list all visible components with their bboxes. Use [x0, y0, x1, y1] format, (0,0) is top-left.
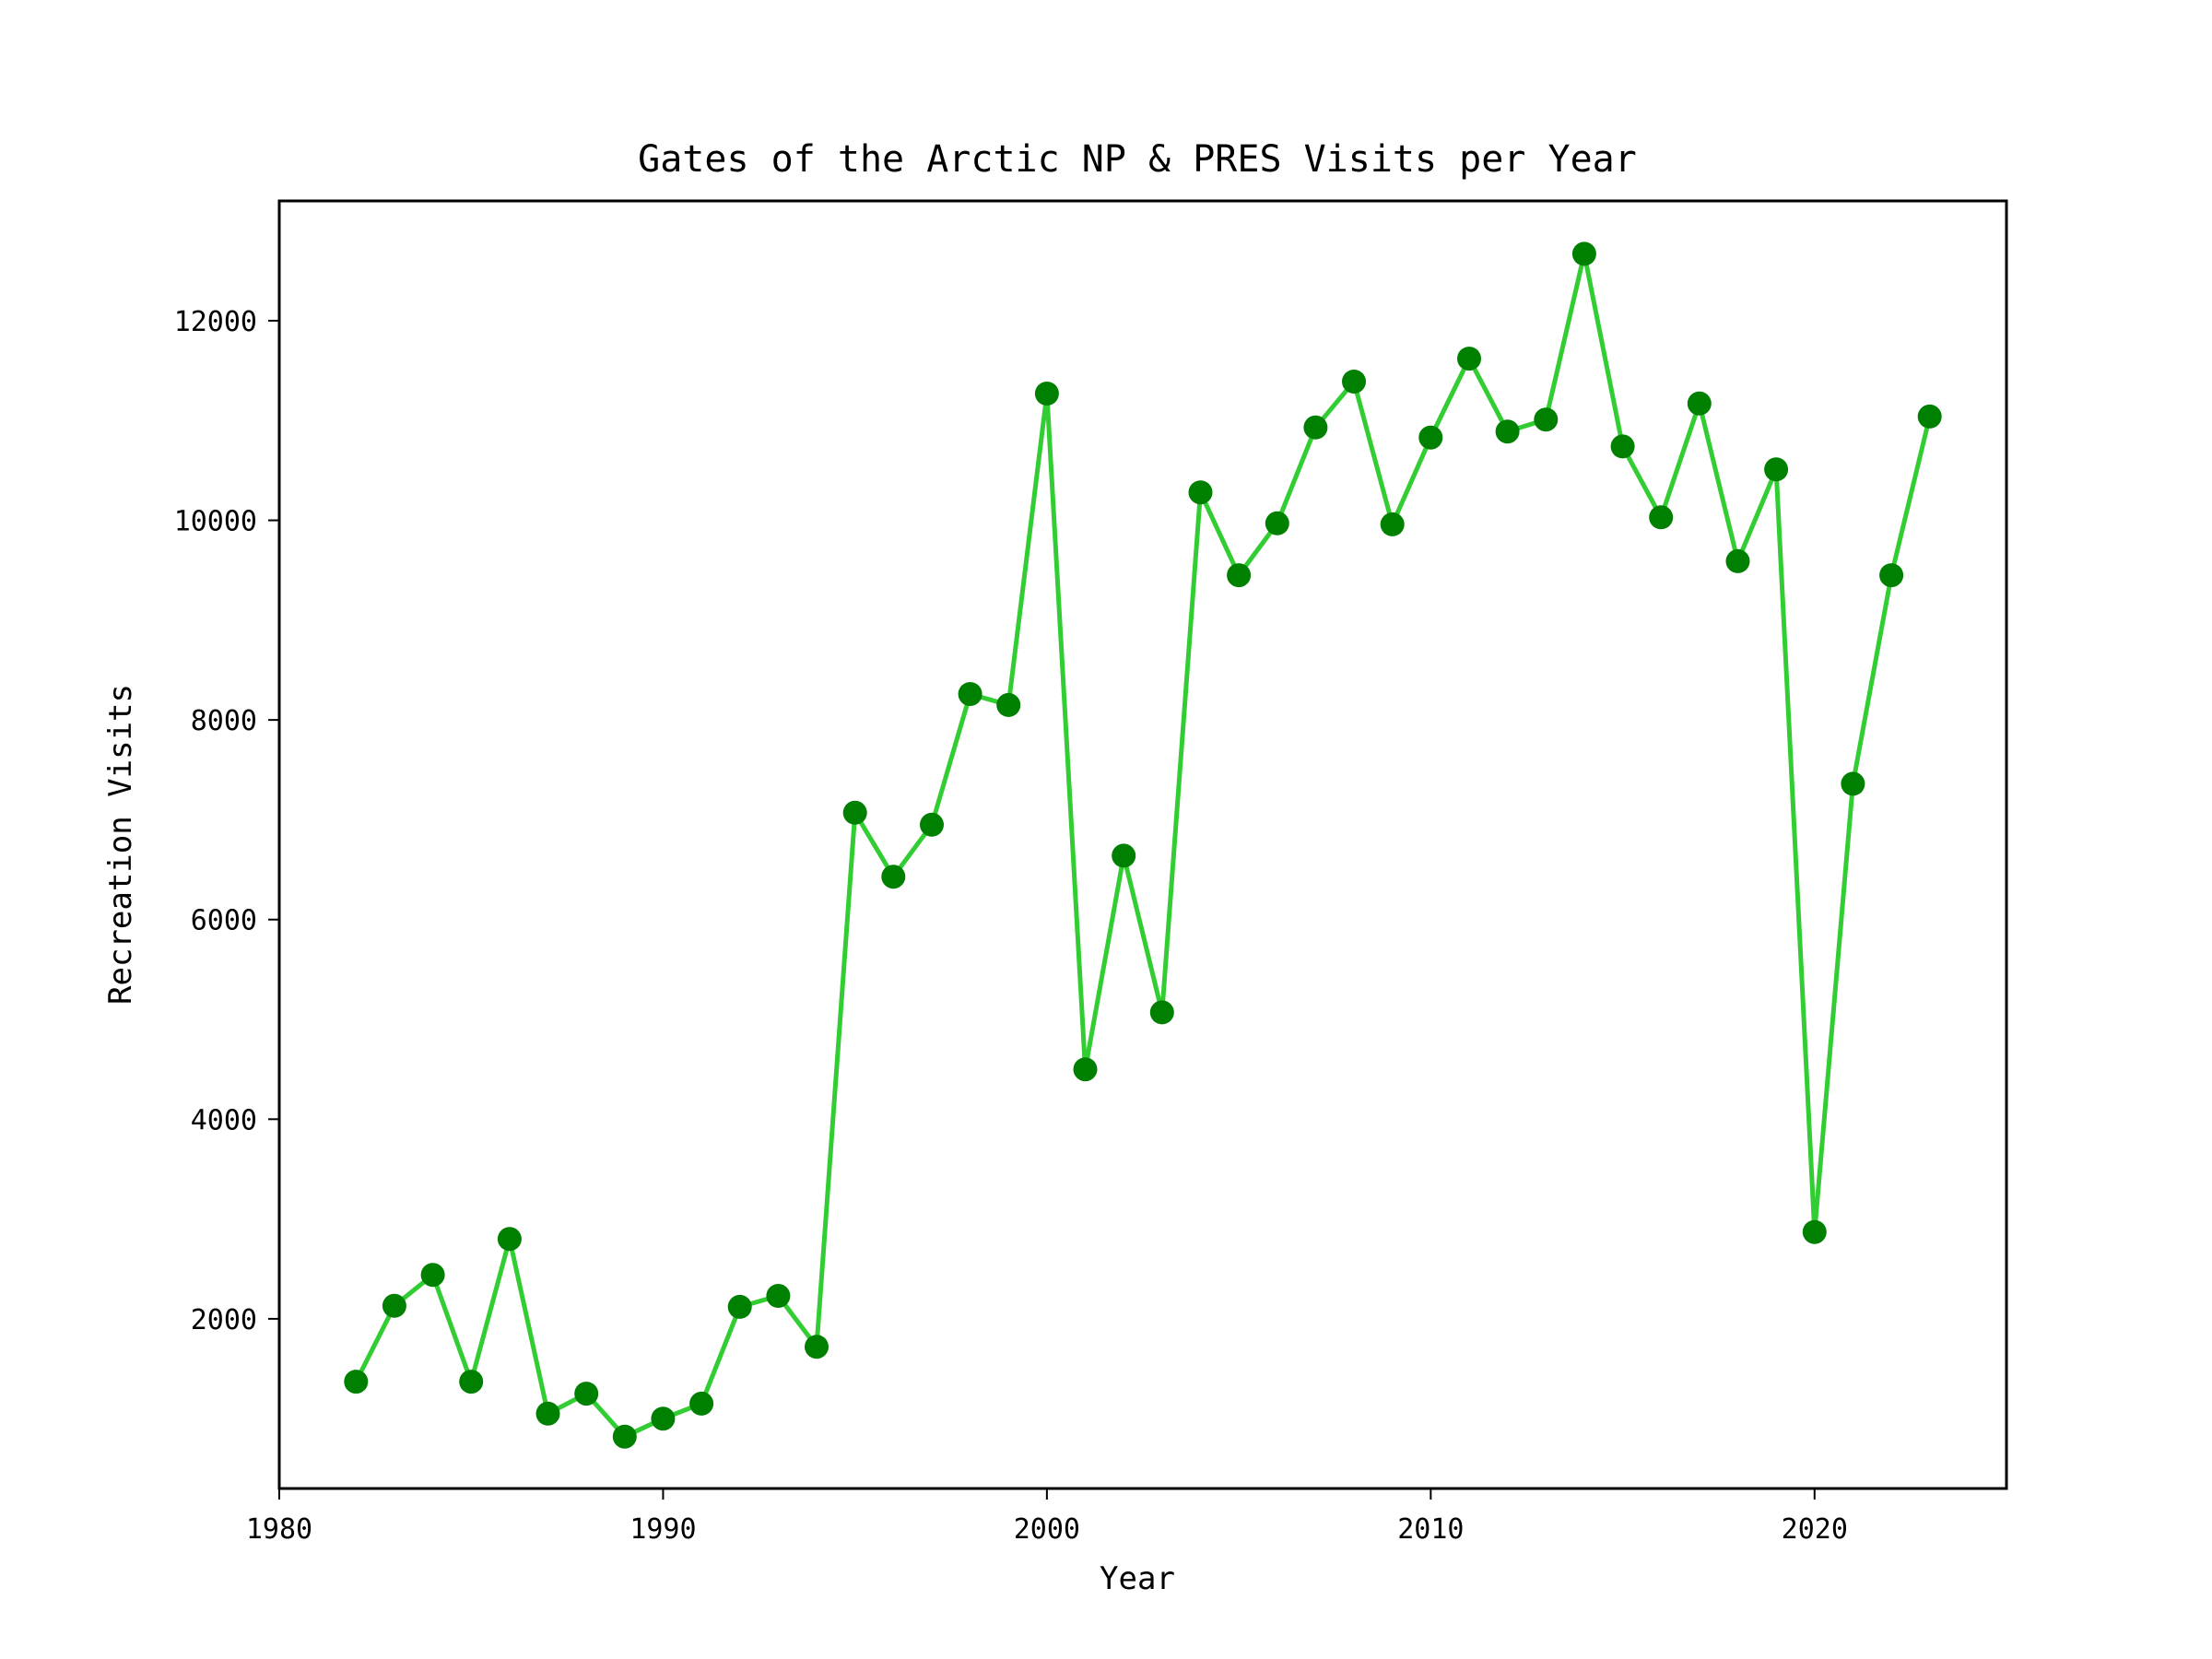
data-point-1984 [420, 1263, 445, 1288]
data-point-2019 [1764, 457, 1789, 482]
series-line-0 [353, 251, 1933, 1440]
y-tick-label-8000: 8000 [191, 705, 257, 737]
data-point-2017 [1687, 391, 1712, 416]
data-point-2011 [1457, 347, 1481, 371]
x-axis: 1980 1990 2000 2010 2020 [246, 1488, 1848, 1546]
data-point-2010 [1418, 425, 1443, 450]
data-point-1990 [651, 1406, 676, 1431]
data-point-2013 [1534, 407, 1559, 432]
data-point-2016 [1649, 505, 1674, 530]
y-axis-label: Recreation Visits [102, 684, 139, 1005]
y-tick-label-12000: 12000 [174, 306, 257, 338]
data-point-2007 [1303, 415, 1328, 440]
data-point-1988 [574, 1382, 599, 1406]
x-tick-label-2010: 2010 [1397, 1513, 1464, 1546]
data-point-1987 [535, 1401, 560, 1426]
data-point-1999 [996, 692, 1021, 717]
y-tick-label-10000: 10000 [174, 506, 257, 538]
data-point-2009 [1380, 512, 1405, 536]
data-point-1996 [881, 865, 906, 889]
data-point-1989 [612, 1424, 637, 1449]
data-point-2001 [1073, 1057, 1098, 1082]
data-point-2008 [1342, 370, 1366, 394]
data-point-2018 [1725, 548, 1750, 573]
data-point-1993 [766, 1284, 791, 1308]
data-point-1998 [958, 682, 982, 706]
data-point-2020 [1802, 1219, 1827, 1244]
x-tick-label-1980: 1980 [246, 1513, 312, 1546]
x-axis-label: Year [1100, 1560, 1175, 1597]
data-point-2014 [1571, 241, 1596, 266]
data-point-2023 [1917, 404, 1942, 429]
data-point-1992 [727, 1294, 752, 1319]
data-point-2015 [1610, 434, 1635, 459]
data-point-2004 [1188, 480, 1213, 505]
y-tick-label-2000: 2000 [191, 1304, 257, 1336]
data-point-2003 [1149, 1000, 1174, 1025]
data-point-1982 [344, 1370, 369, 1394]
data-point-2006 [1265, 511, 1289, 535]
y-tick-label-6000: 6000 [191, 905, 257, 937]
x-tick-label-2020: 2020 [1782, 1513, 1848, 1546]
x-tick-label-2000: 2000 [1014, 1513, 1080, 1546]
data-point-1995 [842, 800, 867, 825]
data-point-1997 [920, 812, 944, 837]
data-point-2005 [1227, 563, 1252, 588]
y-tick-label-4000: 4000 [191, 1104, 257, 1136]
data-point-2000 [1034, 382, 1059, 406]
series-layer [344, 241, 1942, 1449]
data-point-2022 [1879, 563, 1904, 588]
data-point-1986 [497, 1227, 522, 1252]
y-axis: 2000 4000 6000 8000 10000 12000 [174, 306, 279, 1336]
data-point-1991 [689, 1391, 714, 1416]
data-point-2002 [1112, 843, 1136, 868]
plot-area [277, 199, 2008, 1490]
chart-title: Gates of the Arctic NP & PRES Visits per… [638, 138, 1637, 181]
data-point-2021 [1841, 771, 1865, 796]
data-point-1983 [382, 1293, 406, 1318]
data-point-1994 [805, 1335, 829, 1359]
x-tick-label-1990: 1990 [629, 1513, 696, 1546]
data-point-2012 [1495, 419, 1520, 444]
data-point-1985 [459, 1370, 484, 1394]
